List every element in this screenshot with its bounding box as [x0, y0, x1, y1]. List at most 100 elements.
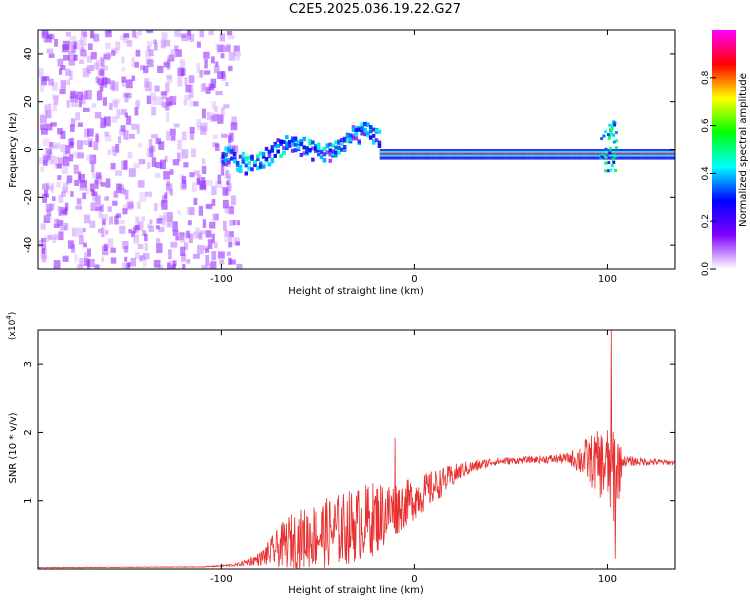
spectrogram-cell: [604, 161, 608, 165]
spectrogram-cell: [189, 33, 195, 42]
spectrogram-cell: [573, 152, 577, 156]
spectrogram-cell: [244, 157, 248, 162]
spectrogram-cell: [267, 162, 272, 167]
spectrogram-cell: [498, 150, 502, 154]
spectrogram-cell: [469, 156, 473, 160]
spectrogram-cell: [158, 97, 165, 106]
spectrogram-cell: [423, 154, 427, 158]
spectrogram-cell: [605, 152, 609, 156]
spectrogram-cell: [463, 154, 467, 158]
spectrogram-cell: [290, 139, 295, 144]
spectrogram-cell: [226, 43, 231, 51]
spectrogram-cell: [183, 162, 189, 168]
spectrogram-cell: [328, 148, 332, 153]
spectrogram-cell: [217, 71, 224, 79]
spectrogram-cell: [402, 149, 406, 152]
spectrogram-cell: [340, 147, 344, 152]
spectrogram-cell: [40, 124, 46, 130]
spectrogram-y-tick-label: 0: [23, 146, 34, 152]
spectrogram-cell: [423, 156, 427, 160]
spectrogram-cell: [369, 129, 373, 134]
spectrogram-cell: [66, 99, 70, 108]
spectrogram-cell: [486, 154, 490, 158]
colorbar-tick-label: 0.6: [701, 118, 711, 133]
spectrogram-cell: [614, 131, 618, 134]
spectrogram-cell: [145, 81, 152, 92]
spectrogram-cell: [591, 150, 594, 154]
spectrogram-cell: [446, 156, 450, 160]
spectrogram-cell: [420, 152, 424, 156]
spectrogram-cell: [62, 182, 69, 193]
spectrogram-cell: [134, 61, 139, 68]
spectrogram-cell: [360, 126, 364, 130]
spectrogram-cell: [530, 156, 534, 160]
spectrogram-cell: [170, 135, 176, 141]
spectrogram-cell: [654, 149, 658, 152]
spectrogram-cell: [187, 30, 192, 40]
spectrogram-cell: [311, 140, 315, 145]
spectrogram-cell: [74, 179, 79, 186]
spectrogram-cell: [273, 142, 277, 147]
spectrogram-cell: [164, 192, 168, 200]
spectrogram-cell: [669, 152, 673, 156]
spectrogram-cell: [593, 154, 597, 158]
spectrogram-cell: [628, 149, 632, 152]
spectrogram-cell: [538, 156, 542, 160]
spectrogram-cell: [613, 154, 617, 158]
spectrogram-cell: [452, 154, 456, 158]
spectrogram-cell: [600, 153, 604, 157]
spectrogram-cell: [230, 156, 234, 161]
spectrogram-cell: [302, 151, 306, 156]
spectrogram-cell: [206, 111, 210, 121]
spectrogram-cell: [93, 62, 100, 70]
spectrogram-cell: [622, 152, 626, 156]
spectrogram-cell: [267, 150, 272, 155]
spectrogram-cell: [593, 156, 597, 160]
spectrogram-cell: [434, 150, 438, 154]
spectrogram-cell: [628, 154, 632, 158]
spectrogram-cell: [536, 149, 539, 152]
spectrogram-cell: [196, 177, 200, 185]
spectrogram-cell: [215, 90, 223, 96]
spectrogram-cell: [388, 150, 392, 154]
spectrogram-cell: [486, 152, 490, 156]
spectrogram-cell: [111, 50, 116, 56]
spectrogram-cell: [666, 150, 670, 154]
spectrogram-cell: [550, 152, 554, 156]
spectrogram-cell: [308, 147, 312, 152]
snr-multiplier: (x104): [5, 312, 18, 340]
spectrogram-cell: [643, 154, 647, 158]
spectrogram-cell: [567, 149, 571, 152]
spectrogram-cell: [180, 68, 186, 76]
spectrogram-cell: [449, 156, 453, 160]
spectrogram-cell: [41, 237, 47, 243]
spectrogram-cell: [90, 30, 94, 39]
spectrogram-cell: [426, 149, 429, 152]
spectrogram-cell: [478, 154, 482, 158]
spectrogram-cell: [337, 145, 341, 150]
spectrogram-cell: [253, 163, 257, 168]
spectrogram-cell: [86, 55, 93, 63]
spectrogram-cell: [41, 247, 45, 255]
spectrogram-cell: [481, 149, 484, 152]
spectrogram-cell: [125, 190, 129, 200]
spectrogram-cell: [328, 158, 332, 163]
spectrogram-cell: [452, 149, 456, 152]
spectrogram-cell: [217, 114, 224, 124]
spectrogram-cell: [90, 65, 95, 71]
spectrogram-cell: [282, 146, 286, 150]
spectrogram-cell: [663, 156, 667, 160]
spectrogram-cell: [640, 154, 644, 158]
spectrogram-cell: [541, 154, 545, 158]
spectrogram-cell: [631, 156, 635, 160]
spectrogram-cell: [42, 31, 49, 37]
spectrogram-cell: [88, 259, 95, 267]
spectrogram-cell: [136, 124, 140, 134]
spectrogram-cell: [486, 149, 490, 152]
spectrogram-cell: [279, 142, 283, 147]
spectrogram-cell: [224, 152, 228, 157]
snr-multiplier-close: ): [8, 312, 18, 316]
colorbar-tick-label: 0.0: [701, 262, 711, 277]
spectrogram-cell: [94, 179, 99, 189]
spectrogram-cell: [250, 154, 254, 159]
